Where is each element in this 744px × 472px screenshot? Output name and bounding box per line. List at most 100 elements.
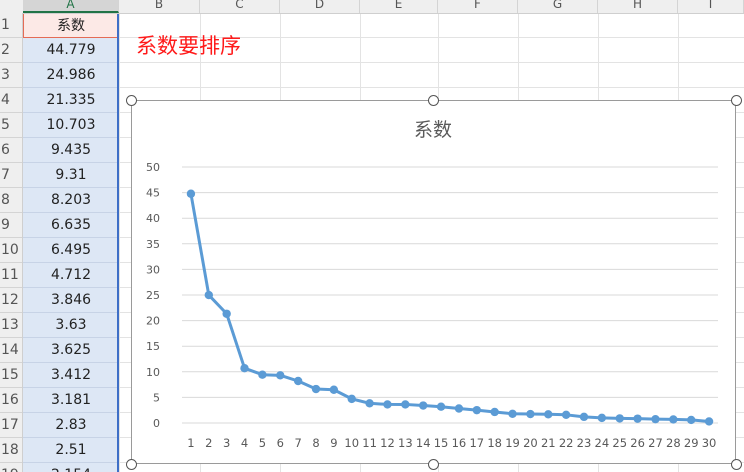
data-point (472, 405, 481, 415)
cell-a17[interactable]: 2.83 (23, 413, 119, 438)
column-header-d[interactable]: D (280, 0, 360, 13)
row-header-4[interactable]: 4 (0, 88, 22, 113)
cell-a12[interactable]: 3.846 (23, 288, 119, 313)
x-tick-label: 27 (648, 436, 663, 450)
row-header-19[interactable]: 19 (0, 463, 22, 472)
row-header-10[interactable]: 10 (0, 238, 22, 263)
cell-a11[interactable]: 4.712 (23, 263, 119, 288)
row-header-8[interactable]: 8 (0, 188, 22, 213)
column-header-g[interactable]: G (518, 0, 598, 13)
x-tick-label: 15 (434, 436, 449, 450)
row-header-7[interactable]: 7 (0, 163, 22, 188)
note-text[interactable]: 系数要排序 (136, 34, 241, 58)
data-point (508, 409, 517, 418)
y-tick-label: 15 (146, 340, 160, 353)
data-point (436, 402, 446, 411)
cell-a16[interactable]: 3.181 (23, 388, 119, 413)
resize-handle-top-right[interactable] (731, 95, 742, 106)
cell-a9[interactable]: 6.635 (23, 213, 119, 238)
data-point (615, 414, 624, 423)
column-header-e[interactable]: E (360, 0, 438, 13)
x-tick-label: 30 (702, 436, 717, 450)
row-header-12[interactable]: 12 (0, 288, 22, 313)
y-tick-label: 45 (146, 187, 160, 200)
cell-a6[interactable]: 9.435 (23, 138, 119, 163)
cell-a4[interactable]: 21.335 (23, 88, 119, 113)
x-tick-label: 29 (684, 436, 699, 450)
row-header-13[interactable]: 13 (0, 313, 22, 338)
y-tick-label: 40 (146, 212, 160, 225)
x-tick-label: 3 (223, 436, 230, 450)
row-header-11[interactable]: 11 (0, 263, 22, 288)
resize-handle-bottom-left[interactable] (126, 459, 137, 470)
x-tick-label: 18 (487, 436, 502, 450)
data-point (311, 384, 321, 394)
row-header-15[interactable]: 15 (0, 363, 22, 388)
data-point (347, 394, 356, 404)
cell-a19[interactable]: 2.154 (23, 463, 119, 472)
cell-a7[interactable]: 9.31 (23, 163, 119, 188)
data-point (222, 309, 231, 318)
row-header-2[interactable]: 2 (0, 38, 22, 63)
resize-handle-bottom-right[interactable] (731, 459, 742, 470)
y-tick-label: 20 (146, 315, 160, 328)
row-header-3[interactable]: 3 (0, 63, 22, 88)
column-header-f[interactable]: F (438, 0, 518, 13)
row-header-18[interactable]: 18 (0, 438, 22, 463)
data-point (383, 400, 392, 409)
row-header-5[interactable]: 5 (0, 113, 22, 138)
cell-a8[interactable]: 8.203 (23, 188, 119, 213)
row-header-17[interactable]: 17 (0, 413, 22, 438)
column-header-a[interactable]: A (23, 0, 119, 13)
data-point (401, 400, 410, 409)
cell-a2[interactable]: 44.779 (23, 38, 119, 63)
row-header-6[interactable]: 6 (0, 138, 22, 163)
column-a[interactable]: 系数 44.779 24.986 21.335 10.703 9.435 9.31 8.20… (23, 13, 119, 472)
x-tick-label: 20 (523, 436, 538, 450)
grid-line (119, 87, 744, 88)
y-tick-label: 5 (153, 391, 160, 404)
cell-a3[interactable]: 24.986 (23, 63, 119, 88)
cell-a1[interactable]: 系数 (23, 13, 119, 38)
column-header-i[interactable]: I (678, 0, 744, 13)
cell-a15[interactable]: 3.412 (23, 363, 119, 388)
x-tick-label: 12 (380, 436, 395, 450)
resize-handle-bottom[interactable] (428, 459, 439, 470)
data-point (633, 414, 642, 423)
x-tick-label: 19 (505, 436, 520, 450)
grid-line (119, 62, 744, 63)
data-point (490, 407, 499, 417)
resize-handle-top-left[interactable] (126, 95, 137, 106)
cell-a13[interactable]: 3.63 (23, 313, 119, 338)
column-header-c[interactable]: C (200, 0, 280, 13)
cell-a10[interactable]: 6.495 (23, 238, 119, 263)
resize-handle-top[interactable] (428, 95, 439, 106)
row-header-1[interactable]: 1 (0, 13, 22, 38)
cell-a14[interactable]: 3.625 (23, 338, 119, 363)
data-point (544, 410, 553, 419)
data-point (258, 370, 267, 379)
x-tick-label: 21 (541, 436, 556, 450)
row-header-14[interactable]: 14 (0, 338, 22, 363)
y-tick-label: 25 (146, 289, 160, 302)
x-tick-label: 1 (187, 436, 194, 450)
x-tick-label: 28 (666, 436, 681, 450)
data-point (454, 404, 464, 413)
column-header-h[interactable]: H (598, 0, 678, 13)
x-tick-label: 8 (312, 436, 319, 450)
column-header-b[interactable]: B (119, 0, 200, 13)
row-header-16[interactable]: 16 (0, 388, 22, 413)
data-point (687, 415, 696, 425)
cell-a5[interactable]: 10.703 (23, 113, 119, 138)
data-point (526, 409, 535, 419)
x-tick-label: 24 (595, 436, 610, 450)
x-tick-label: 22 (559, 436, 574, 450)
cell-a18[interactable]: 2.51 (23, 438, 119, 463)
data-point (579, 412, 589, 422)
row-header-9[interactable]: 9 (0, 213, 22, 238)
grid-line (119, 37, 744, 38)
line-chart[interactable]: 系数 0 5 10 15 20 25 30 35 40 45 50 1 2 3 4 5 6 7 8 9 10 11 12 13 1… (131, 100, 736, 464)
data-point (276, 371, 285, 380)
